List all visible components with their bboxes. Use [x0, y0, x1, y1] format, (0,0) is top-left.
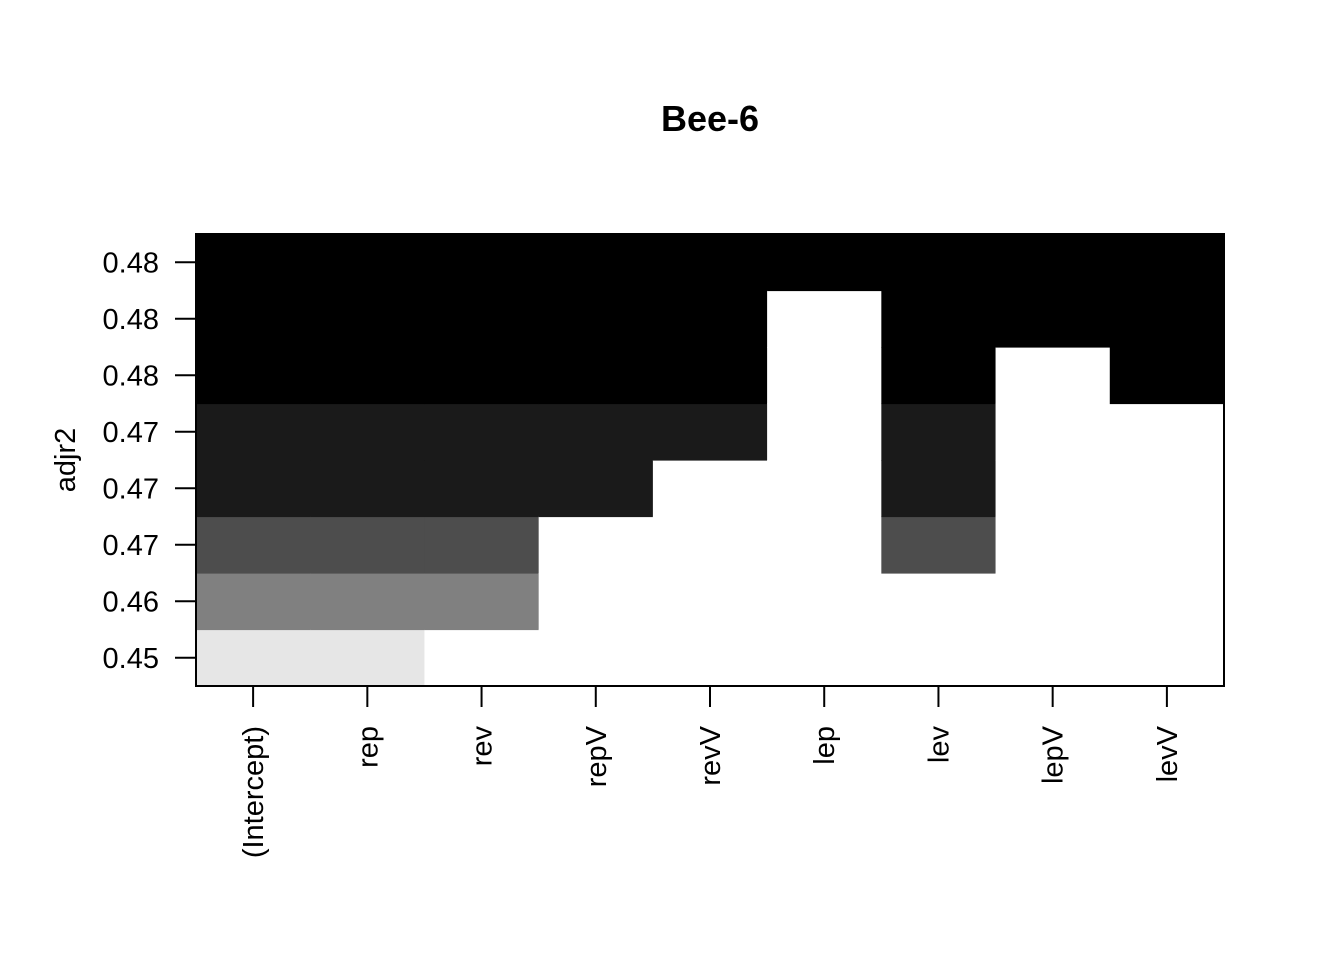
- heatmap-cell: [767, 460, 882, 518]
- y-tick-label: 0.47: [103, 530, 159, 562]
- heatmap-cell: [995, 460, 1111, 518]
- y-tick-label: 0.48: [103, 247, 159, 279]
- x-tick-label: lepV: [1038, 725, 1070, 784]
- x-tick-label: revV: [695, 725, 727, 785]
- heatmap-cell: [881, 516, 997, 574]
- heatmap-cell: [767, 573, 882, 631]
- y-tick-label: 0.47: [103, 417, 159, 449]
- heatmap-cell: [310, 403, 426, 461]
- heatmap-cell: [424, 290, 540, 348]
- heatmap-cell: [310, 573, 426, 631]
- heatmap-cell: [995, 290, 1111, 348]
- heatmap-cell: [652, 516, 768, 574]
- heatmap-cell: [652, 234, 768, 292]
- x-tick-label: lev: [923, 726, 955, 764]
- heatmap-cell: [538, 460, 654, 518]
- heatmap-cell: [196, 403, 311, 461]
- y-axis-label: adjr2: [50, 428, 82, 493]
- heatmap-cell: [995, 403, 1111, 461]
- heatmap-cell: [881, 234, 997, 292]
- heatmap-cell: [767, 234, 882, 292]
- heatmap-cell: [310, 347, 426, 405]
- heatmap-cell: [652, 403, 768, 461]
- x-tick-label: levV: [1152, 725, 1184, 782]
- heatmap-cell: [767, 516, 882, 574]
- heatmap-cell: [1109, 347, 1225, 405]
- heatmap-cell: [652, 629, 768, 687]
- y-tick-label: 0.48: [103, 360, 159, 392]
- heatmap-cell: [1109, 460, 1225, 518]
- heatmap-cell: [424, 403, 540, 461]
- heatmap-cell: [767, 403, 882, 461]
- heatmap-cell: [424, 460, 540, 518]
- heatmap-cell: [310, 629, 426, 687]
- heatmap-cell: [767, 629, 882, 687]
- heatmap-cell: [767, 290, 882, 348]
- heatmap-cell: [652, 573, 768, 631]
- heatmap-cell: [652, 290, 768, 348]
- heatmap-cell: [995, 573, 1111, 631]
- heatmap-cell: [424, 234, 540, 292]
- heatmap-cell: [1109, 573, 1225, 631]
- heatmap-cell: [538, 629, 654, 687]
- y-tick-label: 0.45: [103, 643, 159, 675]
- heatmap-cell: [995, 234, 1111, 292]
- heatmap-cell: [652, 347, 768, 405]
- heatmap-cell: [424, 573, 540, 631]
- heatmap-cell: [196, 460, 311, 518]
- x-tick-label: rep: [352, 726, 384, 768]
- heatmap-cell: [310, 516, 426, 574]
- x-axis: (Intercept) rep rev repV revV lep lev lepV levV: [238, 686, 1184, 858]
- heatmap-cells: [196, 234, 1225, 687]
- chart-title: Bee-6: [661, 98, 759, 139]
- heatmap-cell: [196, 573, 311, 631]
- y-tick-label: 0.46: [103, 586, 159, 618]
- heatmap-cell: [881, 460, 997, 518]
- heatmap-cell: [652, 460, 768, 518]
- heatmap-cell: [1109, 234, 1225, 292]
- x-tick-label: (Intercept): [238, 726, 270, 858]
- heatmap-cell: [424, 347, 540, 405]
- heatmap-cell: [196, 629, 311, 687]
- x-tick-label: rev: [467, 726, 499, 767]
- heatmap-cell: [767, 347, 882, 405]
- heatmap-cell: [424, 516, 540, 574]
- y-axis: 0.45 0.46 0.47 0.47 0.47 0.48 0.48 0.48: [103, 247, 196, 675]
- heatmap-cell: [538, 573, 654, 631]
- heatmap-cell: [538, 403, 654, 461]
- heatmap-cell: [1109, 403, 1225, 461]
- heatmap-cell: [1109, 629, 1225, 687]
- heatmap-cell: [538, 234, 654, 292]
- heatmap-cell: [995, 629, 1111, 687]
- heatmap-cell: [995, 347, 1111, 405]
- heatmap-cell: [196, 516, 311, 574]
- heatmap-cell: [881, 629, 997, 687]
- heatmap-cell: [1109, 290, 1225, 348]
- heatmap-cell: [196, 290, 311, 348]
- heatmap-cell: [881, 573, 997, 631]
- heatmap-cell: [538, 290, 654, 348]
- heatmap-cell: [995, 516, 1111, 574]
- heatmap-cell: [310, 290, 426, 348]
- y-tick-label: 0.47: [103, 473, 159, 505]
- y-tick-label: 0.48: [103, 304, 159, 336]
- heatmap-cell: [310, 234, 426, 292]
- heatmap-cell: [1109, 516, 1225, 574]
- heatmap-cell: [424, 629, 540, 687]
- x-tick-label: lep: [809, 726, 841, 765]
- heatmap-cell: [881, 290, 997, 348]
- heatmap-cell: [881, 403, 997, 461]
- x-tick-label: repV: [581, 725, 613, 787]
- heatmap-cell: [196, 347, 311, 405]
- heatmap-cell: [196, 234, 311, 292]
- heatmap-cell: [310, 460, 426, 518]
- heatmap-cell: [881, 347, 997, 405]
- heatmap-cell: [538, 347, 654, 405]
- heatmap-cell: [538, 516, 654, 574]
